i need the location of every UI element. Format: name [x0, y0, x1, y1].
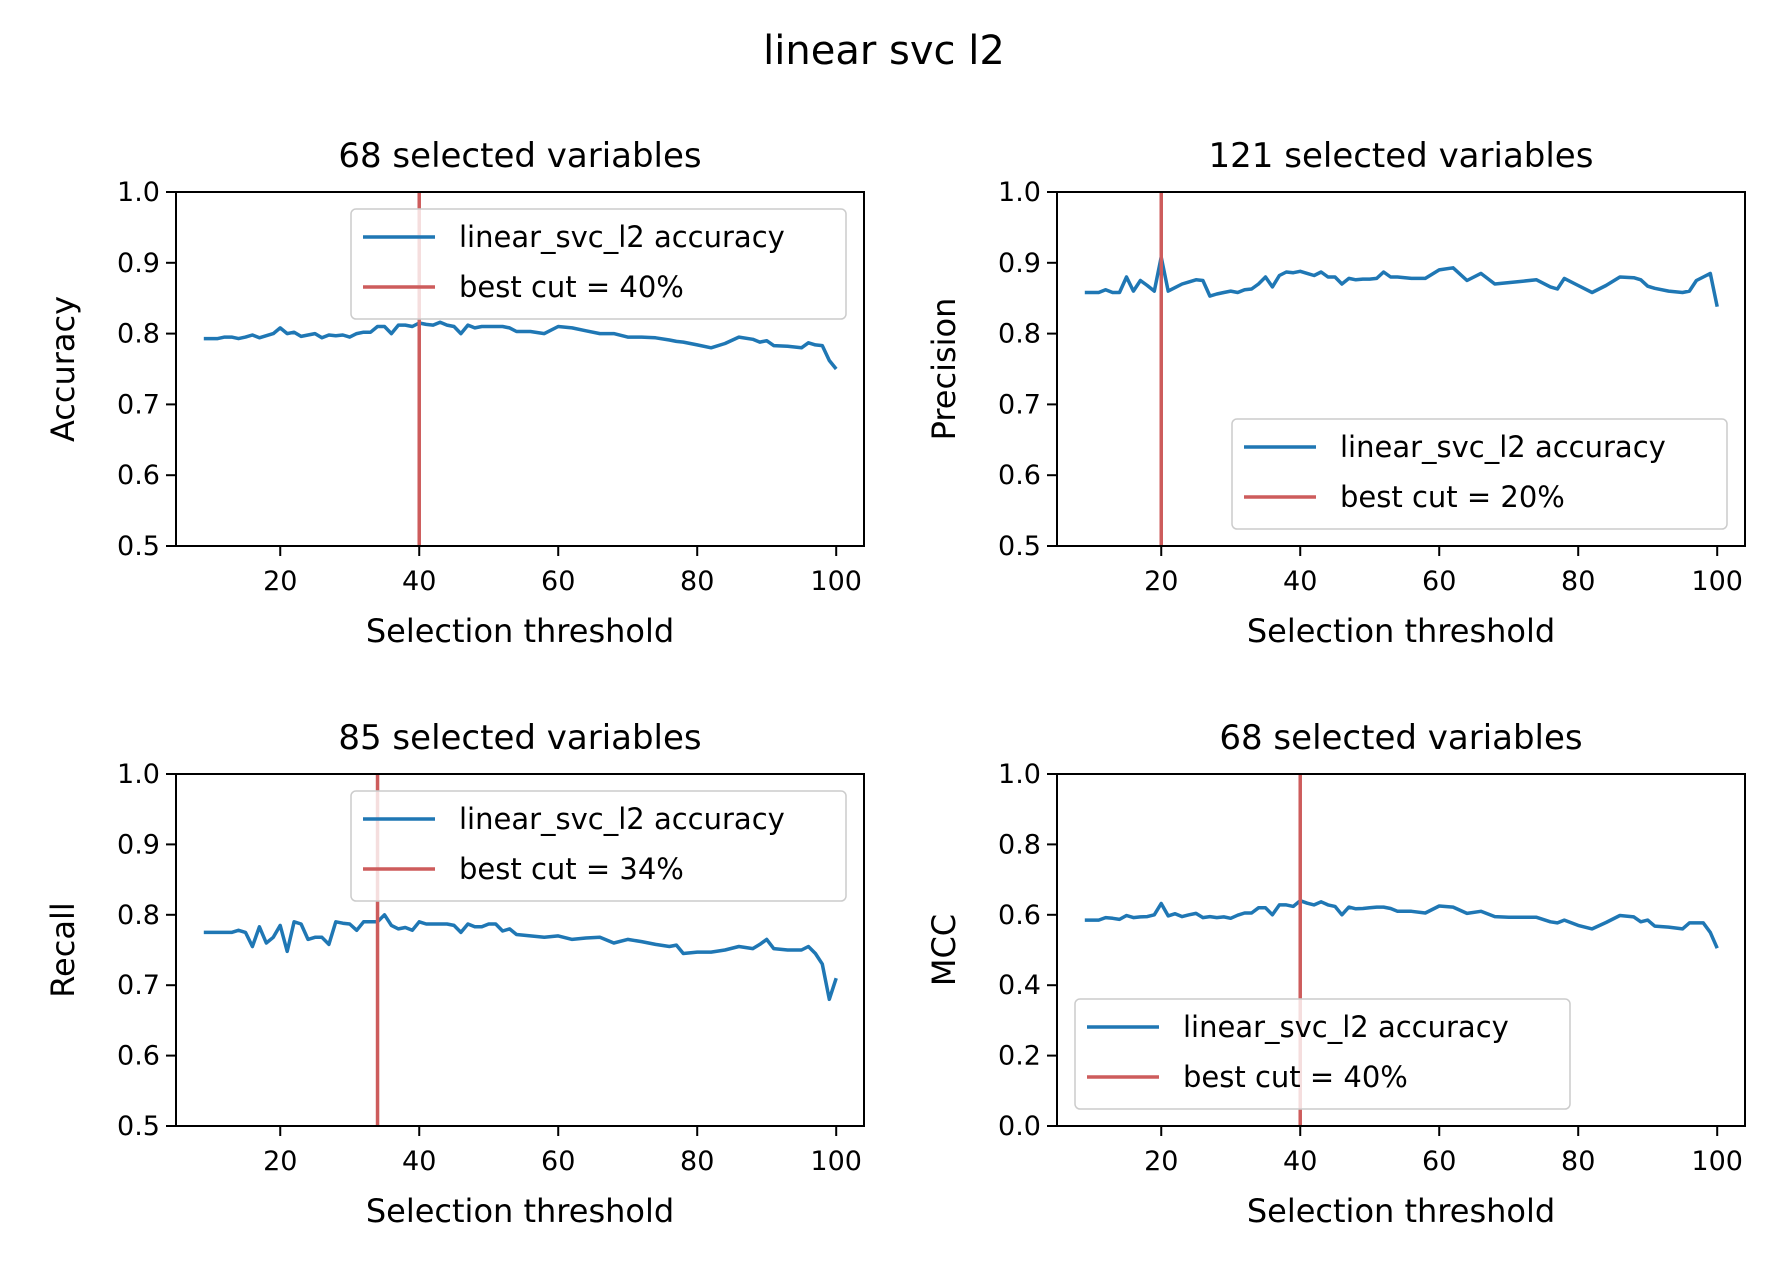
- x-tick-label: 20: [263, 1146, 297, 1177]
- y-tick-label: 0.6: [117, 1041, 160, 1072]
- x-tick-label: 100: [810, 1146, 862, 1177]
- legend-box: [1231, 418, 1728, 530]
- subplot-grid: 68 selected variables 20 40 60 80 100 0.5 0.6 0.…: [44, 136, 1746, 1230]
- x-tick-label: 100: [810, 566, 862, 597]
- y-tick-label: 0.9: [117, 248, 160, 279]
- y-tick-label: 0.7: [117, 389, 160, 420]
- y-tick-label: 0.7: [998, 389, 1041, 420]
- y-tick-label: 0.5: [998, 531, 1041, 562]
- y-axis-label: MCC: [925, 914, 963, 986]
- x-tick-label: 40: [402, 1146, 436, 1177]
- y-tick-label: 0.0: [998, 1111, 1041, 1142]
- y-tick-label: 0.8: [117, 900, 160, 931]
- legend-cut-label: best cut = 20%: [1340, 480, 1565, 514]
- y-axis-label: Accuracy: [44, 296, 82, 442]
- legend-series-label: linear_svc_l2 accuracy: [1183, 1010, 1509, 1044]
- y-tick-label: 1.0: [117, 177, 160, 208]
- y-tick-label: 0.6: [117, 460, 160, 491]
- y-tick-label: 0.9: [998, 248, 1041, 279]
- x-axis-label: Selection threshold: [1247, 612, 1555, 650]
- series-line: [1084, 898, 1719, 949]
- legend-box: [350, 208, 847, 320]
- subplot-2: 121 selected variables 20 40 60 80 100 0.5 0.6 0…: [925, 136, 1746, 650]
- axes-frame: [175, 191, 865, 547]
- subplot-title: 68 selected variables: [338, 136, 701, 176]
- legend: linear_svc_l2 accuracy best cut = 20%: [1231, 418, 1728, 530]
- y-tick-label: 0.8: [998, 829, 1041, 860]
- y-axis-label: Precision: [925, 298, 963, 441]
- legend: linear_svc_l2 accuracy best cut = 40%: [1074, 998, 1571, 1110]
- x-tick-label: 60: [541, 566, 575, 597]
- x-tick-label: 20: [1144, 1146, 1178, 1177]
- y-tick-label: 0.2: [998, 1041, 1041, 1072]
- y-tick-label: 0.5: [117, 531, 160, 562]
- series-line: [203, 913, 838, 1002]
- legend-box: [1074, 998, 1571, 1110]
- x-tick-label: 40: [1283, 566, 1317, 597]
- subplot-1: 68 selected variables 20 40 60 80 100 0.5 0.6 0.…: [44, 136, 865, 650]
- x-tick-label: 100: [1691, 1146, 1743, 1177]
- series-line: [203, 320, 838, 371]
- x-tick-label: 80: [680, 566, 714, 597]
- legend-series-label: linear_svc_l2 accuracy: [459, 802, 785, 836]
- x-tick-label: 20: [263, 566, 297, 597]
- x-tick-label: 40: [402, 566, 436, 597]
- x-tick-label: 20: [1144, 566, 1178, 597]
- subplot-title: 121 selected variables: [1209, 136, 1594, 176]
- y-tick-label: 1.0: [117, 759, 160, 790]
- legend: linear_svc_l2 accuracy best cut = 40%: [350, 208, 847, 320]
- x-axis-label: Selection threshold: [366, 612, 674, 650]
- legend-cut-label: best cut = 34%: [459, 852, 684, 886]
- x-tick-label: 60: [541, 1146, 575, 1177]
- x-tick-label: 40: [1283, 1146, 1317, 1177]
- x-tick-label: 60: [1422, 1146, 1456, 1177]
- y-axis-label: Recall: [44, 902, 82, 997]
- legend-cut-label: best cut = 40%: [459, 270, 684, 304]
- y-tick-label: 0.4: [998, 970, 1041, 1001]
- y-tick-label: 0.8: [117, 319, 160, 350]
- y-tick-label: 1.0: [998, 759, 1041, 790]
- legend-series-label: linear_svc_l2 accuracy: [459, 220, 785, 254]
- x-tick-label: 100: [1691, 566, 1743, 597]
- x-tick-label: 80: [680, 1146, 714, 1177]
- legend: linear_svc_l2 accuracy best cut = 34%: [350, 790, 847, 902]
- legend-series-label: linear_svc_l2 accuracy: [1340, 430, 1666, 464]
- legend-cut-label: best cut = 40%: [1183, 1060, 1408, 1094]
- y-tick-label: 0.8: [998, 319, 1041, 350]
- subplot-title: 68 selected variables: [1219, 718, 1582, 758]
- axes-frame: [1056, 773, 1746, 1127]
- axes-frame: [175, 773, 865, 1127]
- subplot-3: 85 selected variables 20 40 60 80 100 0.5 0.6 0.…: [44, 718, 865, 1230]
- y-tick-label: 0.6: [998, 460, 1041, 491]
- figure-title: linear svc l2: [763, 28, 1005, 74]
- x-axis-label: Selection threshold: [1247, 1192, 1555, 1230]
- x-tick-label: 80: [1561, 566, 1595, 597]
- legend-box: [350, 790, 847, 902]
- x-tick-label: 80: [1561, 1146, 1595, 1177]
- y-tick-label: 0.9: [117, 829, 160, 860]
- y-tick-label: 0.5: [117, 1111, 160, 1142]
- y-tick-label: 0.6: [998, 900, 1041, 931]
- x-axis-label: Selection threshold: [366, 1192, 674, 1230]
- series-line: [1084, 255, 1719, 308]
- y-tick-label: 0.7: [117, 970, 160, 1001]
- subplot-title: 85 selected variables: [338, 718, 701, 758]
- subplot-4: 68 selected variables 20 40 60 80 100 0.0 0.2 0.…: [925, 718, 1746, 1230]
- y-tick-label: 1.0: [998, 177, 1041, 208]
- axes-frame: [1056, 191, 1746, 547]
- x-tick-label: 60: [1422, 566, 1456, 597]
